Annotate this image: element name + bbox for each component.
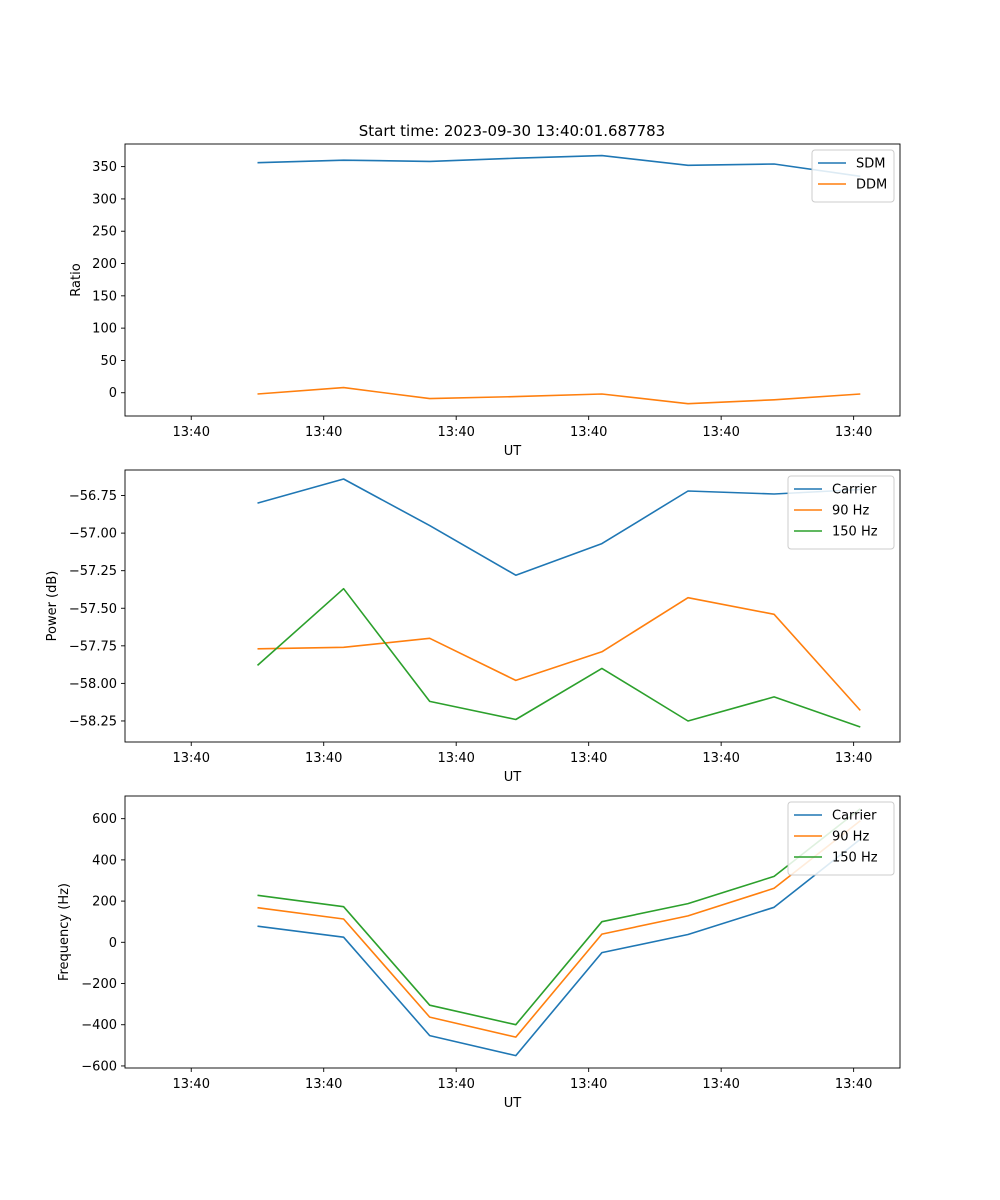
x-axis-label: UT bbox=[504, 770, 522, 785]
legend-label: 150 Hz bbox=[832, 525, 878, 540]
series-line-ddm bbox=[257, 386, 861, 405]
y-tick-label: 300 bbox=[92, 192, 117, 207]
y-tick-label: −57.25 bbox=[69, 564, 117, 579]
x-tick-label: 13:40 bbox=[702, 1077, 739, 1092]
x-tick-label: 13:40 bbox=[437, 425, 474, 440]
y-tick-label: −58.00 bbox=[69, 677, 117, 692]
x-tick-label: 13:40 bbox=[702, 425, 739, 440]
y-tick-label: −57.75 bbox=[69, 639, 117, 654]
series-line-sdm bbox=[257, 154, 861, 178]
x-tick-label: 13:40 bbox=[437, 1077, 474, 1092]
y-tick-label: 200 bbox=[92, 895, 117, 910]
y-axis-label: Frequency (Hz) bbox=[57, 883, 72, 981]
y-tick-label: 600 bbox=[92, 812, 117, 827]
legend-label: DDM bbox=[856, 178, 887, 193]
legend-label: 90 Hz bbox=[832, 830, 869, 845]
y-tick-label: 200 bbox=[92, 257, 117, 272]
y-tick-label: 50 bbox=[100, 354, 117, 369]
x-axis-label: UT bbox=[504, 1096, 522, 1111]
x-tick-label: 13:40 bbox=[835, 1077, 872, 1092]
y-tick-label: −200 bbox=[81, 977, 117, 992]
series-line-150-hz bbox=[256, 587, 861, 728]
legend-label: SDM bbox=[856, 157, 885, 172]
subplot-1: 13:40 13:40 13:40 13:40 13:40 13:40 0 50 100 150 2… bbox=[69, 143, 901, 459]
y-tick-label: −57.00 bbox=[69, 527, 117, 542]
axes-frame bbox=[124, 143, 901, 417]
x-tick-label: 13:40 bbox=[305, 1077, 342, 1092]
legend: Carrier 90 Hz 150 Hz bbox=[787, 475, 895, 550]
y-axis-label: Ratio bbox=[69, 263, 84, 296]
legend-label: Carrier bbox=[832, 809, 877, 824]
legend: Carrier 90 Hz 150 Hz bbox=[787, 801, 895, 876]
y-tick-label: 350 bbox=[92, 160, 117, 175]
x-tick-label: 13:40 bbox=[173, 425, 210, 440]
y-tick-label: 150 bbox=[92, 289, 117, 304]
x-tick-label: 13:40 bbox=[173, 1077, 210, 1092]
x-tick-label: 13:40 bbox=[835, 751, 872, 766]
x-tick-label: 13:40 bbox=[835, 425, 872, 440]
y-tick-label: −58.25 bbox=[69, 714, 117, 729]
series-line-carrier bbox=[257, 838, 861, 1057]
y-tick-label: 400 bbox=[92, 853, 117, 868]
x-tick-label: 13:40 bbox=[570, 1077, 607, 1092]
subplot-3: 13:40 13:40 13:40 13:40 13:40 13:40 −600 −400 −2… bbox=[57, 795, 901, 1111]
y-tick-label: 100 bbox=[92, 322, 117, 337]
series-line-90-hz bbox=[257, 820, 861, 1038]
y-tick-label: 0 bbox=[109, 386, 117, 401]
axes-frame bbox=[124, 795, 901, 1069]
legend-label: 150 Hz bbox=[832, 851, 878, 866]
x-tick-label: 13:40 bbox=[437, 751, 474, 766]
figure-title: Start time: 2023-09-30 13:40:01.687783 bbox=[359, 122, 665, 140]
y-tick-label: −56.75 bbox=[69, 489, 117, 504]
subplots: 13:40 13:40 13:40 13:40 13:40 13:40 0 50 100 150 2… bbox=[45, 143, 901, 1111]
y-tick-label: 250 bbox=[92, 225, 117, 240]
y-tick-label: −57.50 bbox=[69, 602, 117, 617]
y-axis-label: Power (dB) bbox=[45, 571, 60, 642]
series-line-carrier bbox=[257, 478, 861, 577]
legend-label: Carrier bbox=[832, 483, 877, 498]
y-tick-label: 0 bbox=[109, 936, 117, 951]
x-tick-label: 13:40 bbox=[570, 751, 607, 766]
x-tick-label: 13:40 bbox=[305, 751, 342, 766]
y-tick-label: −400 bbox=[81, 1018, 117, 1033]
x-tick-label: 13:40 bbox=[570, 425, 607, 440]
subplot-2: 13:40 13:40 13:40 13:40 13:40 13:40 −58.25 −58.… bbox=[45, 469, 901, 785]
series-line-150-hz bbox=[257, 808, 861, 1026]
y-tick-label: −600 bbox=[81, 1059, 117, 1074]
x-axis-label: UT bbox=[504, 444, 522, 459]
legend-label: 90 Hz bbox=[832, 504, 869, 519]
series-line-90-hz bbox=[257, 596, 861, 711]
x-tick-label: 13:40 bbox=[702, 751, 739, 766]
x-tick-label: 13:40 bbox=[173, 751, 210, 766]
x-tick-label: 13:40 bbox=[305, 425, 342, 440]
axes-frame bbox=[124, 469, 901, 743]
legend: SDM DDM bbox=[811, 149, 895, 203]
